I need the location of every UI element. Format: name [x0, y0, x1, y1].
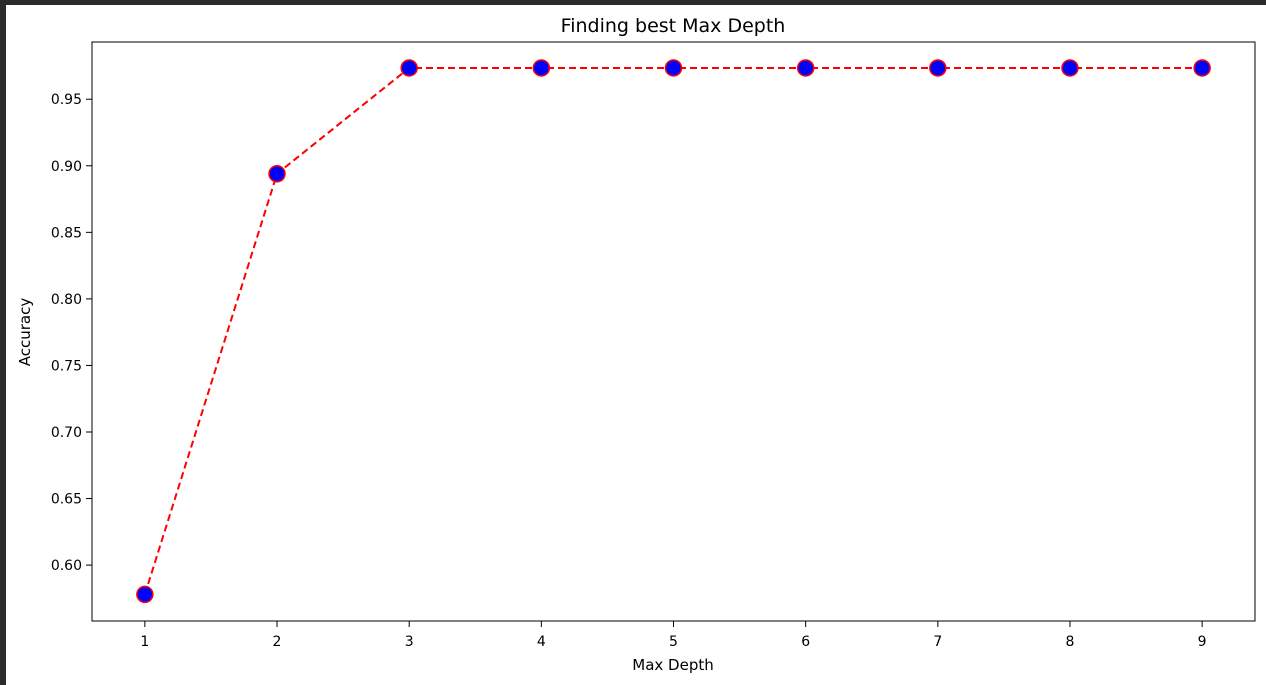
data-point — [400, 59, 418, 77]
x-tick-label: 7 — [933, 634, 942, 650]
data-point — [268, 165, 286, 183]
x-tick-label: 9 — [1198, 634, 1207, 650]
y-axis: 0.60 0.65 0.70 0.75 0.80 0.85 0.90 0.95 — [51, 92, 92, 574]
data-point — [532, 59, 551, 77]
data-point — [929, 59, 947, 77]
x-tick-label: 8 — [1066, 634, 1075, 650]
series-accuracy — [136, 59, 1211, 604]
y-tick-label: 0.85 — [51, 225, 82, 241]
x-tick-label: 4 — [537, 634, 546, 650]
plot-area — [91, 41, 1256, 622]
data-point — [664, 59, 683, 77]
x-tick-label: 5 — [669, 634, 678, 650]
data-point — [1193, 59, 1211, 77]
x-tick-label: 2 — [273, 634, 282, 650]
data-point — [796, 59, 815, 77]
x-axis-label: Max Depth — [632, 656, 713, 674]
x-axis: 1 2 3 4 5 6 7 8 9 — [140, 621, 1207, 650]
y-axis-label: Accuracy — [16, 298, 34, 367]
y-tick-label: 0.75 — [51, 358, 82, 374]
chart-title: Finding best Max Depth — [561, 15, 786, 37]
y-tick-label: 0.70 — [51, 425, 82, 441]
data-point — [1061, 59, 1079, 77]
data-point — [136, 585, 154, 604]
y-tick-label: 0.80 — [51, 292, 82, 308]
y-tick-label: 0.60 — [51, 558, 82, 574]
x-tick-label: 1 — [140, 634, 149, 650]
y-tick-label: 0.65 — [51, 492, 82, 508]
x-tick-label: 6 — [801, 634, 810, 650]
x-tick-label: 3 — [405, 634, 414, 650]
y-tick-label: 0.90 — [51, 159, 82, 175]
y-tick-label: 0.95 — [51, 92, 82, 108]
